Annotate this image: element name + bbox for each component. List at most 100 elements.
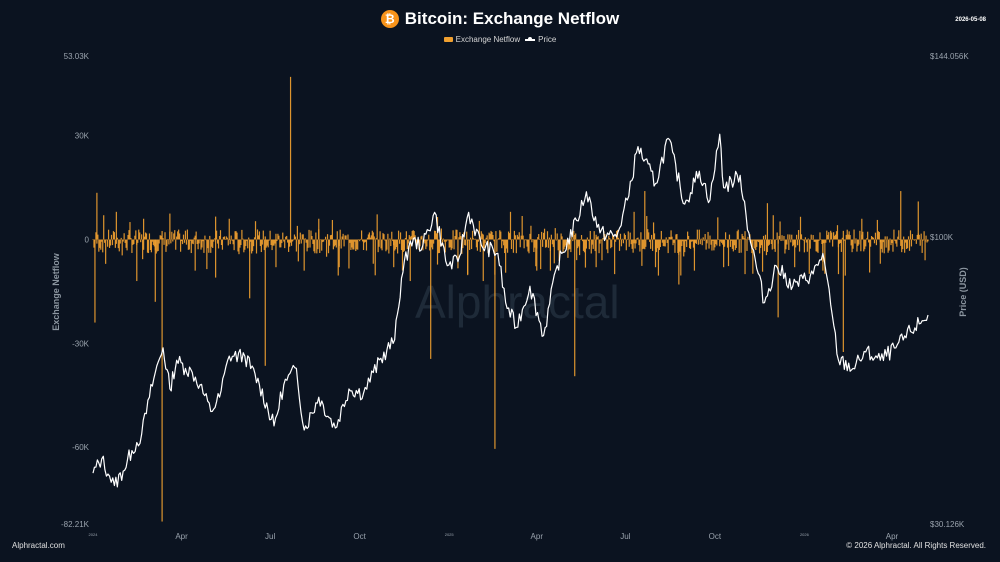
netflow-spike — [744, 239, 746, 275]
netflow-bar — [513, 230, 515, 240]
x-tick-label: 2024 — [89, 532, 99, 537]
netflow-bar — [892, 239, 894, 252]
netflow-spike — [595, 239, 597, 268]
netflow-bar — [553, 239, 555, 264]
netflow-bar — [766, 239, 769, 252]
netflow-bar — [387, 233, 389, 240]
netflow-bar — [717, 217, 719, 240]
netflow-bar — [546, 231, 549, 240]
netflow-bar — [882, 239, 884, 243]
netflow-bar — [784, 239, 786, 254]
netflow-spike — [372, 239, 374, 264]
netflow-bar — [573, 230, 575, 240]
netflow-bar — [516, 234, 518, 240]
netflow-bar — [211, 239, 213, 247]
netflow-bar — [848, 231, 850, 240]
netflow-bar — [557, 239, 559, 251]
netflow-spike — [318, 218, 320, 240]
netflow-bar — [403, 239, 406, 251]
netflow-bar — [404, 238, 406, 240]
netflow-bar — [330, 234, 333, 240]
netflow-bar — [232, 239, 234, 245]
x-tick-label: 2025 — [445, 532, 455, 537]
netflow-bar — [677, 239, 679, 254]
netflow-bar — [131, 239, 133, 253]
netflow-bar — [433, 239, 435, 244]
netflow-bar — [710, 239, 712, 245]
netflow-bar — [863, 239, 865, 252]
netflow-bar — [208, 239, 210, 253]
netflow-bar — [890, 239, 892, 246]
netflow-bar — [349, 239, 351, 243]
netflow-bar — [800, 234, 803, 240]
netflow-bar — [421, 235, 423, 240]
netflow-bar — [354, 239, 356, 242]
netflow-bar — [543, 228, 546, 240]
netflow-bar — [429, 239, 431, 251]
netflow-bar — [845, 234, 847, 240]
netflow-bar — [342, 233, 344, 240]
netflow-bar — [432, 239, 434, 250]
netflow-bar — [552, 239, 554, 247]
netflow-bar — [188, 239, 190, 250]
x-tick-label: 2026 — [800, 532, 810, 537]
netflow-bar — [667, 239, 669, 254]
netflow-bar — [132, 239, 134, 245]
netflow-bar — [611, 239, 613, 248]
netflow-bar — [348, 239, 350, 269]
legend: Exchange Netflow Price — [0, 35, 1000, 44]
netflow-bar — [645, 239, 647, 247]
netflow-bar — [156, 239, 158, 252]
netflow-bar — [508, 233, 511, 240]
netflow-bar — [694, 239, 697, 243]
netflow-bar — [246, 239, 248, 241]
netflow-bar — [339, 229, 341, 240]
netflow-bar — [589, 230, 591, 240]
netflow-bar — [281, 239, 283, 244]
netflow-bar — [333, 239, 335, 247]
netflow-bar — [409, 236, 411, 240]
netflow-bar — [95, 232, 97, 240]
legend-item-netflow[interactable]: Exchange Netflow — [443, 35, 520, 44]
netflow-bar — [783, 235, 785, 240]
netflow-bar — [161, 231, 163, 240]
netflow-bar — [854, 239, 856, 244]
netflow-bar — [483, 239, 485, 248]
netflow-bar — [668, 236, 670, 240]
netflow-bar — [372, 232, 374, 240]
netflow-bar — [457, 239, 459, 269]
netflow-bar — [388, 239, 390, 254]
netflow-bar — [435, 233, 438, 240]
footer-site[interactable]: Alphractal.com — [12, 541, 65, 550]
netflow-bar — [619, 233, 622, 240]
netflow-bar — [570, 239, 572, 253]
netflow-bar — [311, 236, 313, 240]
netflow-bar — [590, 239, 592, 254]
netflow-bar — [335, 239, 337, 248]
netflow-bar — [856, 239, 858, 252]
netflow-bar — [308, 229, 310, 240]
netflow-bar — [390, 239, 392, 247]
netflow-bar — [97, 234, 99, 240]
netflow-bar — [148, 233, 151, 240]
netflow-bar — [859, 230, 861, 240]
netflow-bar — [760, 239, 763, 246]
netflow-bar — [507, 231, 510, 240]
netflow-bar — [191, 239, 193, 244]
netflow-bar — [542, 239, 544, 247]
netflow-bar — [922, 239, 924, 241]
netflow-bar — [745, 238, 747, 240]
netflow-bar — [712, 239, 714, 241]
netflow-bar — [485, 237, 487, 240]
netflow-bar — [763, 239, 766, 252]
netflow-bar — [162, 238, 164, 240]
netflow-bar — [895, 239, 897, 244]
netflow-bar — [455, 229, 457, 240]
netflow-bar — [361, 239, 364, 242]
netflow-bar — [291, 239, 294, 242]
netflow-bar — [240, 239, 242, 246]
legend-item-price[interactable]: Price — [525, 35, 556, 44]
netflow-bar — [362, 239, 365, 251]
watermark-text: Alphractal — [415, 276, 620, 328]
